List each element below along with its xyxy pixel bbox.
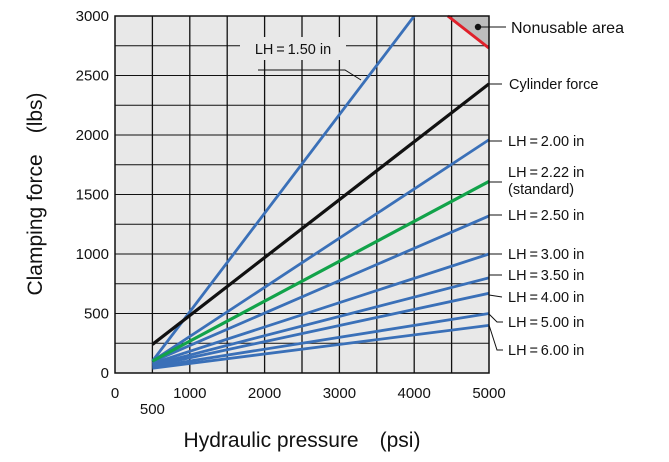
series-line-lh150 [151, 16, 416, 362]
y-axis-title: Clamping force (lbs) [24, 92, 47, 295]
y-tick-label: 2500 [76, 68, 109, 85]
y-tick-label: 3000 [76, 8, 109, 25]
x-tick-label: 0 [111, 385, 119, 402]
y-tick-label: 2000 [76, 127, 109, 144]
x-tick-label: 1000 [173, 385, 206, 402]
series-callouts: LH = 1.50 in Nonusable area Cylinder for… [240, 20, 624, 359]
tick-labels: 0 1000 2000 3000 4000 50005000500100015002000… [76, 8, 506, 418]
series-line-cyl [151, 82, 489, 346]
callout-label-lh222: LH = 2.22 in [508, 165, 584, 181]
callout-label-lh300: LH = 3.00 in [508, 247, 584, 263]
series-line-lh600 [152, 324, 489, 370]
callout-label-lh350: LH = 3.50 in [508, 268, 584, 284]
callout-leader-lh150 [258, 69, 362, 81]
x-axis-title: Hydraulic pressure (psi) [184, 429, 421, 452]
y-tick-label: 1500 [76, 187, 109, 204]
plot-frame [114, 15, 490, 374]
y-tick-label: 500 [84, 306, 109, 323]
series-line-lh400 [152, 291, 489, 368]
series-line-lh500 [152, 312, 489, 369]
series-line-lh300 [151, 252, 489, 365]
callout-label-lh500: LH = 5.00 in [508, 315, 584, 331]
callout-label-lh200: LH = 2.00 in [508, 134, 584, 150]
callout-leader-lh600 [488, 324, 503, 351]
callout-leader-lh400 [488, 294, 503, 298]
series-line-lh222 [151, 179, 489, 363]
nonusable-area-edge [446, 14, 490, 50]
x-tick-label: 2000 [248, 385, 281, 402]
callout-bg-lh150 [240, 37, 346, 60]
x-tick-label: 5000 [472, 385, 505, 402]
series-line-lh250 [151, 214, 489, 363]
callout-label-lh150: LH = 1.50 in [255, 42, 331, 58]
x-tick-label: 3000 [323, 385, 356, 402]
callout-label-cyl: Cylinder force [509, 77, 598, 93]
callout-leader-lh500 [488, 313, 503, 323]
y-tick-label: 0 [101, 365, 109, 382]
callout-label-lh600: LH = 6.00 in [508, 343, 584, 359]
callout-label-lh400: LH = 4.00 in [508, 290, 584, 306]
series-lines [151, 16, 489, 370]
callout-label-nonusable: Nonusable area [511, 20, 624, 37]
series-line-lh350 [152, 276, 489, 367]
x-tick-label-500: 500 [140, 401, 165, 418]
callout-label-lh250: LH = 2.50 in [508, 208, 584, 224]
y-tick-label: 1000 [76, 246, 109, 263]
callout-sublabel-lh222: (standard) [508, 182, 574, 198]
x-tick-label: 4000 [398, 385, 431, 402]
series-line-lh200 [151, 138, 489, 363]
